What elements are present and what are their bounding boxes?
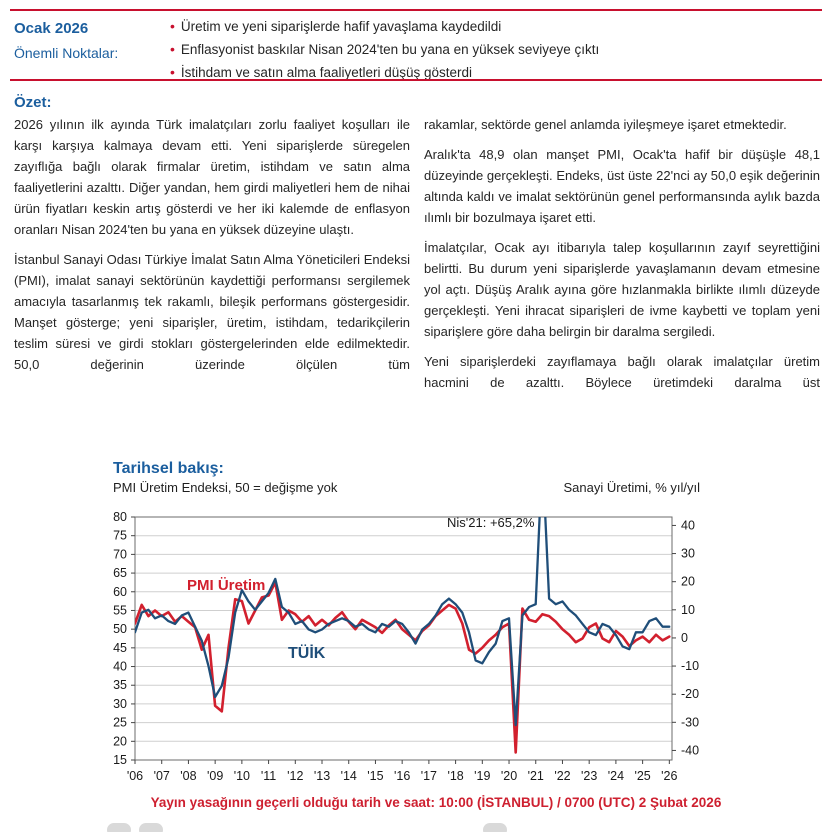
svg-text:'07: '07 (154, 769, 170, 783)
logo-fragment (139, 823, 163, 832)
svg-text:40: 40 (113, 660, 127, 674)
highlight-text: Üretim ve yeni siparişlerde hafif yavaşl… (180, 19, 502, 34)
svg-text:30: 30 (113, 697, 127, 711)
svg-text:15: 15 (113, 753, 127, 767)
svg-text:55: 55 (113, 603, 127, 617)
highlight-text: Enflasyonist baskılar Nisan 2024'ten bu … (180, 42, 600, 57)
peak-annotation: Nis'21: +65,2% (447, 515, 535, 530)
svg-text:'16: '16 (394, 769, 410, 783)
summary-column-right: rakamlar, sektörde genel anlamda iyileşm… (424, 114, 820, 402)
bullet-icon: • (170, 18, 175, 34)
pmi-uretim-line (135, 581, 671, 754)
svg-text:20: 20 (113, 734, 127, 748)
embargo-note: Yayın yasağının geçerli olduğu tarih ve … (150, 795, 722, 810)
highlights-list: • Üretim ve yeni siparişlerde hafif yava… (170, 15, 820, 84)
svg-text:35: 35 (113, 678, 127, 692)
svg-text:'10: '10 (234, 769, 250, 783)
svg-text:-30: -30 (681, 715, 699, 729)
summary-paragraph: İmalatçılar, Ocak ayı itibarıyla talep k… (424, 240, 820, 339)
svg-text:'26: '26 (661, 769, 677, 783)
logo-fragment (483, 823, 507, 832)
summary-paragraph: 2026 yılının ilk ayında Türk imalatçılar… (14, 117, 410, 237)
summary-heading: Özet: (14, 94, 52, 111)
svg-text:'21: '21 (528, 769, 544, 783)
svg-text:'22: '22 (554, 769, 570, 783)
svg-text:'11: '11 (261, 769, 276, 783)
svg-text:-20: -20 (681, 687, 699, 701)
svg-text:65: 65 (113, 566, 127, 580)
historical-chart: 80 75 70 65 60 55 50 45 40 35 30 25 20 15 40 30 20 10 0 -10… (113, 510, 699, 783)
highlight-text: İstihdam ve satın alma faaliyetleri düşü… (180, 65, 473, 80)
svg-text:80: 80 (113, 510, 127, 524)
summary-paragraph: Yeni siparişlerdeki zayıflamaya bağlı ol… (424, 354, 820, 390)
tuik-series-label: TÜİK (288, 643, 326, 662)
svg-text:'08: '08 (180, 769, 196, 783)
svg-text:40: 40 (681, 518, 695, 532)
highlights-header: Ocak 2026 Önemli Noktalar: (14, 20, 164, 61)
svg-text:'18: '18 (447, 769, 463, 783)
summary-column-left: 2026 yılının ilk ayında Türk imalatçılar… (14, 114, 410, 384)
svg-text:0: 0 (681, 631, 688, 645)
tuik-line (135, 517, 671, 727)
highlight-item: • Üretim ve yeni siparişlerde hafif yava… (170, 15, 820, 38)
chart-title: Tarihsel bakış: (113, 460, 224, 477)
svg-text:'12: '12 (287, 769, 303, 783)
divider-header-bottom (10, 79, 822, 81)
svg-text:'25: '25 (634, 769, 650, 783)
svg-text:'14: '14 (341, 769, 357, 783)
report-month: Ocak 2026 (14, 20, 89, 37)
bullet-icon: • (170, 64, 175, 80)
summary-paragraph: İstanbul Sanayi Odası Türkiye İmalat Sat… (14, 252, 410, 372)
svg-text:-10: -10 (681, 659, 699, 673)
svg-text:'13: '13 (314, 769, 330, 783)
summary-paragraph: rakamlar, sektörde genel anlamda iyileşm… (424, 117, 787, 132)
svg-text:'17: '17 (421, 769, 437, 783)
svg-text:'20: '20 (501, 769, 517, 783)
pmi-series-label: PMI Üretim (187, 577, 265, 594)
svg-text:25: 25 (113, 716, 127, 730)
chart-left-axis-label: PMI Üretim Endeksi, 50 = değişme yok (113, 480, 338, 495)
svg-text:'06: '06 (127, 769, 143, 783)
svg-text:20: 20 (681, 575, 695, 589)
svg-text:'09: '09 (207, 769, 223, 783)
svg-text:60: 60 (113, 585, 127, 599)
summary-paragraph: Aralık'ta 48,9 olan manşet PMI, Ocak'ta … (424, 147, 820, 225)
svg-text:'24: '24 (608, 769, 624, 783)
svg-text:70: 70 (113, 547, 127, 561)
svg-text:75: 75 (113, 529, 127, 543)
svg-text:-40: -40 (681, 743, 699, 757)
svg-text:10: 10 (681, 603, 695, 617)
svg-text:'19: '19 (474, 769, 490, 783)
svg-text:50: 50 (113, 622, 127, 636)
logo-fragment (107, 823, 131, 832)
highlight-item: • İstihdam ve satın alma faaliyetleri dü… (170, 61, 820, 84)
svg-text:45: 45 (113, 641, 127, 655)
divider-top (10, 9, 822, 11)
svg-text:'15: '15 (367, 769, 383, 783)
highlight-item: • Enflasyonist baskılar Nisan 2024'ten b… (170, 38, 820, 61)
svg-text:30: 30 (681, 547, 695, 561)
bullet-icon: • (170, 41, 175, 57)
highlights-label: Önemli Noktalar: (14, 45, 119, 61)
svg-text:'23: '23 (581, 769, 597, 783)
chart-right-axis-label: Sanayi Üretimi, % yıl/yıl (563, 480, 700, 495)
